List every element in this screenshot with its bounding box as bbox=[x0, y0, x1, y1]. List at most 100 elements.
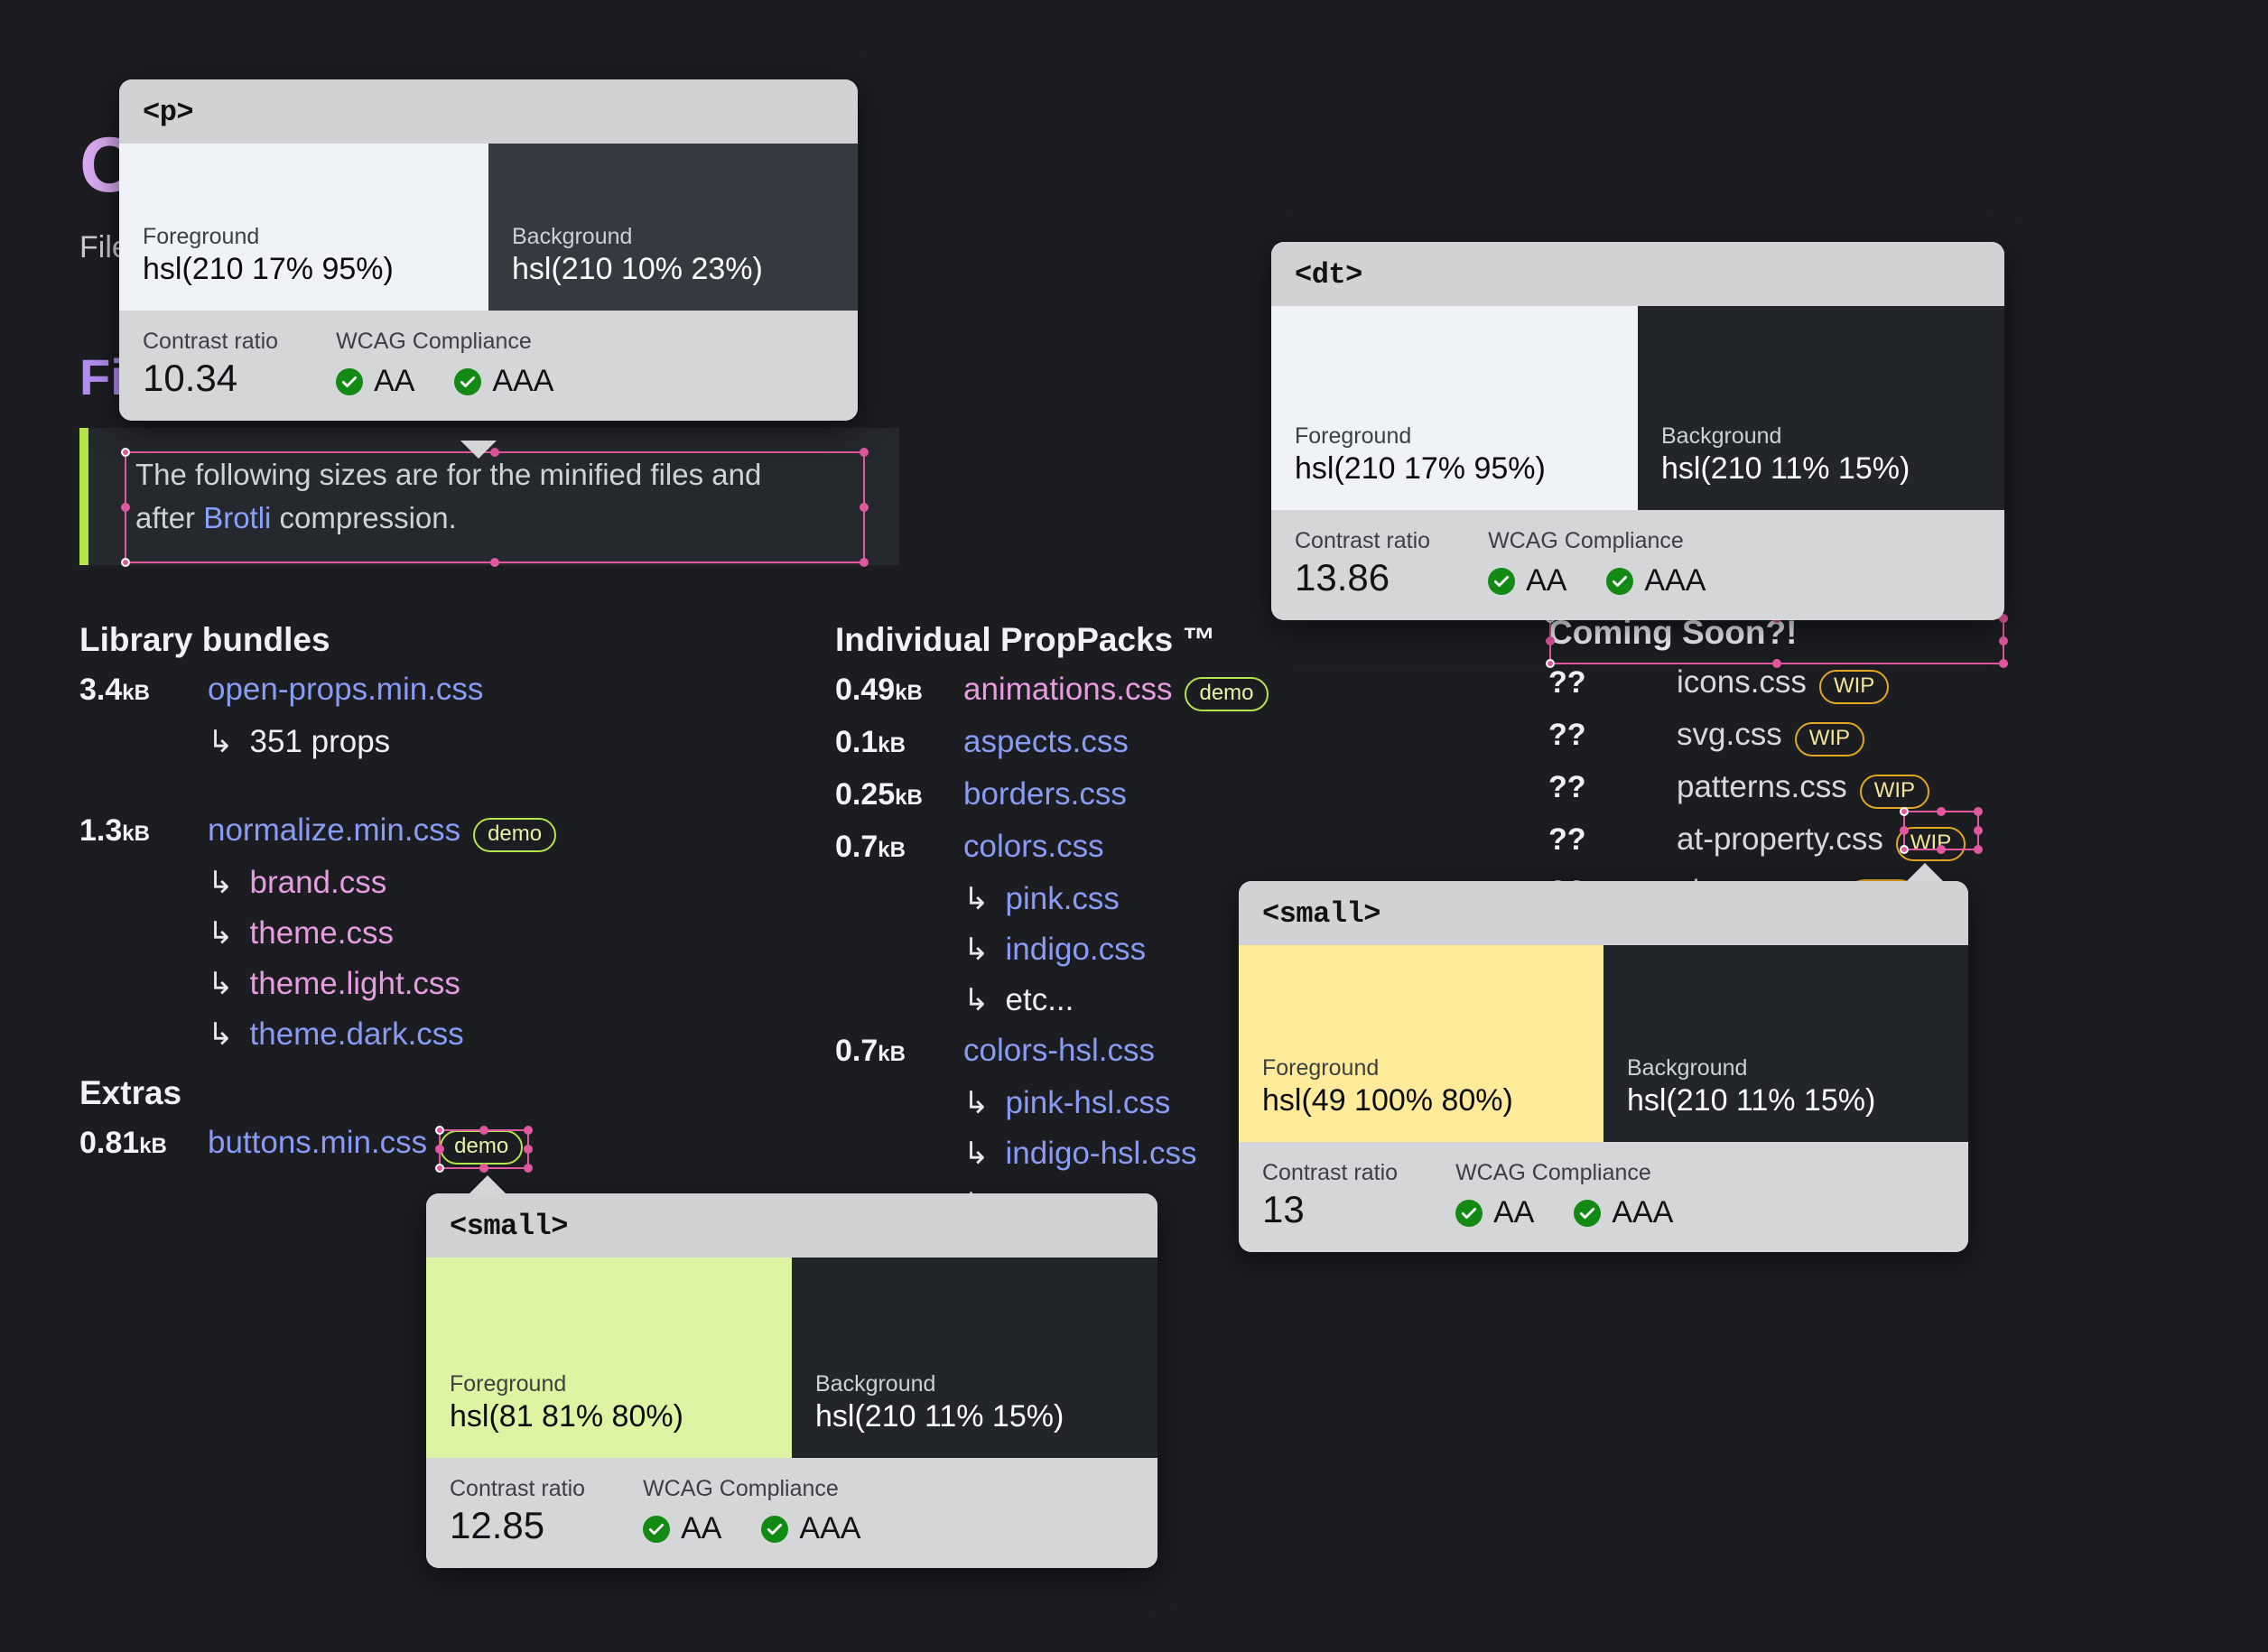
file-subitem: ↳ pink.css bbox=[963, 881, 1341, 926]
tooltip-swatches: Foreground hsl(81 81% 80%) Background hs… bbox=[426, 1258, 1157, 1458]
file-row: 0.7kB colors-hsl.css bbox=[835, 1033, 1341, 1080]
file-link[interactable]: borders.css bbox=[963, 776, 1127, 812]
check-circle-icon bbox=[1606, 567, 1634, 595]
contrast-tooltip-small-yellow: <small> Foreground hsl(49 100% 80%) Back… bbox=[1239, 881, 1968, 1252]
file-link[interactable]: aspects.css bbox=[963, 724, 1129, 759]
blockquote-text: The following sizes are for the minified… bbox=[88, 453, 786, 540]
blockquote-line2-pre: after bbox=[135, 501, 204, 534]
file-subitem: ↳ theme.css bbox=[208, 915, 504, 961]
file-row: ?? icons.css WIP bbox=[1548, 664, 2054, 711]
wip-badge[interactable]: WIP bbox=[1818, 670, 1890, 705]
tooltip-tag-name: <dt> bbox=[1271, 242, 2004, 306]
file-subitem: ↳ 351 props bbox=[208, 724, 504, 769]
file-row: ?? patterns.css WIP bbox=[1548, 769, 2054, 816]
contrast-ratio-value: 13.86 bbox=[1295, 556, 1390, 599]
subitem-arrow-icon: ↳ bbox=[963, 882, 990, 916]
tooltip-tag-name: <small> bbox=[426, 1193, 1157, 1258]
foreground-label: Foreground bbox=[143, 224, 260, 249]
contrast-ratio-label: Contrast ratio bbox=[450, 1476, 586, 1501]
subitem-arrow-icon: ↳ bbox=[963, 983, 990, 1017]
foreground-value: hsl(210 17% 95%) bbox=[1295, 451, 1546, 486]
background-swatch: Background hsl(210 11% 15%) bbox=[792, 1258, 1157, 1458]
background-swatch: Background hsl(210 11% 15%) bbox=[1603, 945, 1968, 1142]
subitem-link[interactable]: pink.css bbox=[1005, 881, 1120, 916]
check-circle-icon bbox=[643, 1515, 671, 1543]
background-value: hsl(210 10% 23%) bbox=[512, 252, 763, 286]
subitem-link[interactable]: theme.light.css bbox=[249, 966, 460, 1001]
wcag-aaa: AAA bbox=[454, 364, 553, 399]
blockquote-line2-post: compression. bbox=[271, 501, 457, 534]
file-link[interactable]: open-props.min.css bbox=[208, 672, 484, 707]
file-subitem: ↳ etc... bbox=[963, 982, 1341, 1027]
contrast-tooltip-dt: <dt> Foreground hsl(210 17% 95%) Backgro… bbox=[1271, 242, 2004, 620]
wcag-block: WCAG Compliance AA AAA bbox=[1455, 1160, 1673, 1230]
wcag-aa: AA bbox=[643, 1511, 721, 1546]
demo-badge[interactable]: demo bbox=[440, 1130, 524, 1165]
file-link[interactable]: normalize.min.css bbox=[208, 812, 461, 848]
file-size-unknown: ?? bbox=[1548, 665, 1586, 700]
file-size: 0.1kB bbox=[835, 725, 906, 759]
library-bundles-heading: Library bundles bbox=[79, 621, 330, 658]
file-link[interactable]: colors.css bbox=[963, 829, 1104, 864]
wcag-label: WCAG Compliance bbox=[1455, 1160, 1651, 1185]
contrast-ratio-label: Contrast ratio bbox=[143, 329, 279, 354]
extras-heading: Extras bbox=[79, 1074, 182, 1111]
demo-badge[interactable]: demo bbox=[1185, 677, 1269, 712]
contrast-ratio-value: 13 bbox=[1262, 1188, 1305, 1230]
file-size: 0.49kB bbox=[835, 673, 923, 707]
check-circle-icon bbox=[1455, 1199, 1483, 1227]
wcag-label: WCAG Compliance bbox=[1488, 528, 1684, 553]
column-extras: Extras 0.81kB buttons.min.css demo bbox=[79, 1074, 524, 1177]
contrast-ratio-label: Contrast ratio bbox=[1262, 1160, 1399, 1185]
file-size: 0.7kB bbox=[835, 1034, 906, 1068]
tooltip-tail-p bbox=[460, 441, 497, 459]
contrast-ratio-block: Contrast ratio 12.85 bbox=[450, 1476, 585, 1546]
background-label: Background bbox=[512, 224, 633, 249]
subitem-link[interactable]: brand.css bbox=[249, 865, 387, 900]
file-link[interactable]: buttons.min.css bbox=[208, 1125, 428, 1160]
file-size-unknown: ?? bbox=[1548, 770, 1586, 804]
file-row: ?? at-property.css WIP bbox=[1548, 821, 2054, 868]
subitem-link[interactable]: indigo.css bbox=[1005, 932, 1147, 967]
tooltip-tag-name: <small> bbox=[1239, 881, 1968, 945]
file-subitem: ↳ indigo.css bbox=[963, 932, 1341, 977]
wcag-badges: AA AAA bbox=[1455, 1195, 1673, 1230]
subitem-link[interactable]: theme.dark.css bbox=[249, 1016, 464, 1052]
wcag-block: WCAG Compliance AA AAA bbox=[1488, 528, 1706, 599]
subitem-link[interactable]: pink-hsl.css bbox=[1005, 1085, 1171, 1120]
contrast-tooltip-p: <p> Foreground hsl(210 17% 95%) Backgrou… bbox=[119, 79, 858, 421]
file-link[interactable]: animations.css bbox=[963, 672, 1173, 707]
wcag-aa-label: AA bbox=[1526, 563, 1567, 598]
wcag-aaa-label: AAA bbox=[492, 364, 554, 398]
wip-badge[interactable]: WIP bbox=[1794, 722, 1865, 757]
background-label: Background bbox=[1627, 1055, 1748, 1081]
file-label: icons.css bbox=[1677, 664, 1807, 700]
file-label: patterns.css bbox=[1677, 769, 1847, 804]
subitem-arrow-icon: ↳ bbox=[208, 967, 234, 1001]
background-swatch: Background hsl(210 10% 23%) bbox=[488, 144, 858, 311]
wip-badge[interactable]: WIP bbox=[1859, 775, 1930, 810]
background-label: Background bbox=[1661, 423, 1782, 449]
wcag-aaa-label: AAA bbox=[1644, 563, 1706, 598]
file-row: 3.4kB open-props.min.css bbox=[79, 672, 504, 719]
file-subitem: ↳ pink-hsl.css bbox=[963, 1085, 1341, 1130]
wcag-label: WCAG Compliance bbox=[643, 1476, 839, 1501]
file-subitem: ↳ brand.css bbox=[208, 865, 504, 910]
file-row: 0.49kB animations.css demo bbox=[835, 672, 1341, 719]
brotli-link[interactable]: Brotli bbox=[203, 501, 272, 534]
subitem-arrow-icon: ↳ bbox=[208, 916, 234, 951]
file-link[interactable]: colors-hsl.css bbox=[963, 1033, 1155, 1068]
background-value: hsl(210 11% 15%) bbox=[1661, 451, 1910, 486]
wcag-aaa-label: AAA bbox=[1612, 1195, 1674, 1230]
subitem-link[interactable]: theme.css bbox=[249, 915, 395, 951]
demo-badge[interactable]: demo bbox=[473, 818, 557, 853]
check-circle-icon bbox=[336, 367, 364, 395]
wip-badge[interactable]: WIP bbox=[1895, 827, 1966, 862]
subitem-link[interactable]: indigo-hsl.css bbox=[1005, 1136, 1197, 1171]
wcag-aaa: AAA bbox=[1606, 563, 1706, 599]
file-row: 1.3kB normalize.min.css demo bbox=[79, 812, 557, 859]
file-label: at-property.css bbox=[1677, 821, 1883, 857]
wcag-badges: AA AAA bbox=[1488, 563, 1706, 599]
contrast-ratio-block: Contrast ratio 13.86 bbox=[1295, 528, 1430, 599]
subitem-label: 351 props bbox=[249, 724, 391, 759]
